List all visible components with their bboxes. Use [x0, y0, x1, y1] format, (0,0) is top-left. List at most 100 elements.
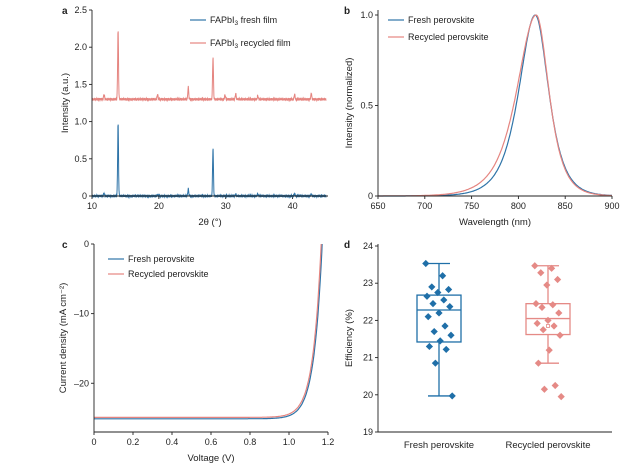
panel-a-xtick-label: 10 [87, 201, 97, 211]
panel-b-xtick-label: 700 [417, 201, 432, 211]
panel-d-recycled-point [531, 262, 539, 270]
panel-c-ytick-label: –10 [74, 309, 89, 319]
panel-d-fresh-point [434, 288, 442, 297]
panel-d-recycled-point [554, 275, 562, 284]
panel-c-ytick-label: –20 [74, 378, 89, 388]
panel-a-legend: FAPbI3 fresh film FAPbI3 recycled film [190, 15, 291, 50]
legend-label-b-recycled: Recycled perovskite [408, 32, 489, 42]
panel-a-ylabel: Intensity (a.u.) [60, 73, 71, 133]
panel-d-fresh-point [428, 283, 436, 291]
panel-c-xtick-label: 1.2 [322, 437, 335, 447]
panel-d-recycled-point [557, 393, 565, 401]
panel-b-xtick-label: 900 [604, 201, 619, 211]
panel-d-axes [377, 244, 612, 433]
panel-d-recycled-point [551, 381, 559, 390]
panel-d-fresh-point [425, 342, 433, 351]
panel-a-xrd-chart: 10 20 30 40 0 0.5 1.0 1.5 2.0 2.5 Intensity (a.u.… [60, 5, 328, 228]
legend-label-c-fresh: Fresh perovskite [128, 254, 195, 264]
panel-a-ytick-label: 1.0 [74, 117, 87, 127]
panel-b-xtick-label: 800 [511, 201, 526, 211]
panel-a-ytick-label: 1.5 [74, 79, 87, 89]
panel-d-fresh-point [440, 296, 448, 304]
panel-c-xtick-label: 0 [91, 437, 96, 447]
panel-c-legend: Fresh perovskite Recycled perovskite [108, 254, 209, 279]
panel-d-recycled-point [555, 309, 563, 317]
panel-d-recycled-point [544, 316, 552, 324]
panel-d-recycled-point [534, 359, 542, 367]
panel-c-xtick-label: 0.2 [127, 437, 140, 447]
panel-c-series-recycled [94, 243, 322, 418]
panel-d-ylabel: Efficiency (%) [344, 309, 355, 367]
panel-a-ytick-label: 2.5 [74, 5, 87, 15]
legend-label-c-recycled: Recycled perovskite [128, 269, 209, 279]
category-label-fresh: Fresh perovskite [404, 440, 474, 451]
legend-label-fresh-film: FAPbI3 fresh film [210, 15, 277, 27]
panel-c-xtick-label: 0.4 [166, 437, 179, 447]
panel-d-fresh-point [435, 309, 443, 317]
panel-d-recycled-point [537, 269, 545, 277]
panel-d-fresh-point [424, 313, 432, 321]
panel-d-ytick-label: 20 [363, 390, 373, 400]
panel-a-series-recycled-film [91, 31, 327, 103]
panel-b-xlabel: Wavelength (nm) [459, 217, 531, 228]
panel-d-ytick-label: 23 [363, 278, 373, 288]
panel-label-c: c [62, 240, 68, 251]
panel-d-recycled-point [539, 326, 547, 334]
panel-b-xtick-label: 650 [370, 201, 385, 211]
panel-d-ytick-label: 19 [363, 427, 373, 437]
panel-c-ytick-label: 0 [84, 239, 89, 249]
panel-d-efficiency-boxplot: 19 20 21 22 23 24 Efficiency (%) Fresh perovs… [344, 241, 612, 451]
panel-d-recycled-point [548, 264, 556, 272]
panel-a-ytick-label: 0 [82, 191, 87, 201]
panel-d-recycled-point [549, 301, 557, 309]
panel-c-xtick-label: 0.6 [205, 437, 218, 447]
panel-b-pl-chart: 650 700 750 800 850 900 0 0.5 1.0 Intensity (nor… [344, 10, 620, 228]
panel-a-xtick-label: 30 [221, 201, 231, 211]
panel-d-fresh-point [446, 303, 454, 311]
category-label-recycled: Recycled perovskite [505, 440, 590, 451]
panel-d-recycled-point [543, 281, 551, 289]
panel-b-xtick-label: 850 [558, 201, 573, 211]
panel-d-fresh-point [447, 331, 455, 339]
panel-b-ytick-label: 0.5 [360, 101, 373, 111]
panel-c-axes [93, 244, 328, 433]
panel-d-fresh-point [423, 292, 431, 300]
panel-d-fresh-point [445, 285, 453, 294]
panel-d-fresh-point [441, 322, 449, 330]
panel-d-fresh-point [439, 272, 447, 280]
panel-d-recycled-point [538, 303, 546, 311]
panel-c-xtick-label: 0.8 [244, 437, 257, 447]
panel-b-axes [377, 10, 612, 197]
panel-c-ylabel: Current density (mA cm⁻²) [58, 283, 69, 394]
panel-c-xlabel: Voltage (V) [188, 453, 235, 464]
panel-b-legend: Fresh perovskite Recycled perovskite [388, 15, 489, 42]
panel-a-ytick-label: 2.0 [74, 42, 87, 52]
panel-b-xtick-label: 750 [464, 201, 479, 211]
panel-d-fresh-point [448, 392, 456, 400]
panel-a-axes [91, 10, 328, 197]
panel-a-xlabel: 2θ (°) [198, 217, 221, 228]
panel-a-xtick-label: 40 [288, 201, 298, 211]
panel-d-recycled-point [533, 319, 541, 327]
panel-d-fresh-point [436, 337, 444, 345]
panel-d-recycled-point [540, 385, 548, 393]
panel-a-ytick-label: 0.5 [74, 154, 87, 164]
panel-d-fresh-point [430, 327, 438, 336]
legend-label-b-fresh: Fresh perovskite [408, 15, 475, 25]
panel-d-recycled-point [550, 322, 558, 330]
panel-d-ytick-label: 22 [363, 315, 373, 325]
panel-b-series-recycled [378, 14, 613, 197]
panel-d-recycled-point [556, 331, 564, 339]
panel-label-b: b [344, 6, 350, 17]
panel-b-ylabel: Intensity (normalized) [344, 58, 355, 149]
panel-d-fresh-point [429, 300, 437, 308]
panel-d-recycled-point [545, 346, 553, 354]
panel-d-fresh-point [442, 345, 450, 354]
panel-b-ytick-label: 0 [368, 191, 373, 201]
panel-b-ytick-label: 1.0 [360, 10, 373, 20]
panel-d-fresh-point [431, 359, 439, 367]
panel-c-series-fresh [94, 243, 323, 420]
panel-label-a: a [62, 6, 68, 17]
panel-d-recycled-point [532, 300, 540, 308]
